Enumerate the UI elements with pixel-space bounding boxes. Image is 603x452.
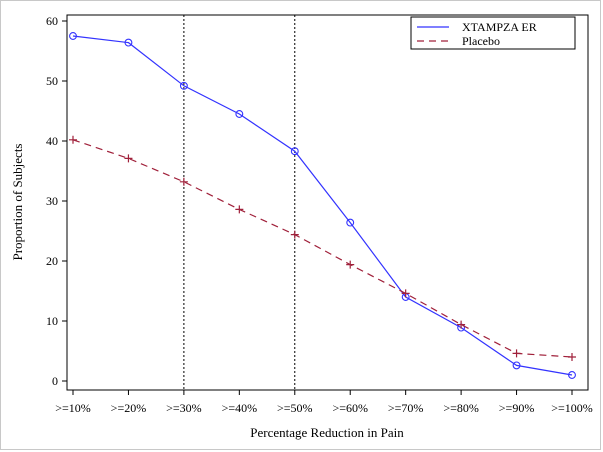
data-point-plus bbox=[179, 177, 188, 186]
y-tick-label: 50 bbox=[46, 74, 58, 88]
x-tick-label: >=90% bbox=[499, 401, 535, 415]
x-tick-label: >=80% bbox=[443, 401, 479, 415]
x-tick-label: >=50% bbox=[277, 401, 313, 415]
data-point-plus bbox=[512, 349, 521, 358]
legend-box bbox=[410, 16, 576, 50]
data-point-circle bbox=[568, 371, 576, 379]
y-tick-label: 20 bbox=[46, 254, 58, 268]
data-point-plus bbox=[290, 230, 299, 239]
series-line-1 bbox=[72, 35, 573, 376]
x-tick-label: >=10% bbox=[55, 401, 91, 415]
data-point-circle bbox=[179, 81, 188, 90]
y-axis: 0 10 20 30 40 50 60 bbox=[46, 14, 67, 388]
legend-label-1: XTAMPZA ER bbox=[462, 20, 537, 34]
data-point-plus bbox=[457, 320, 466, 329]
data-point-plus bbox=[69, 135, 77, 144]
data-point-plus bbox=[124, 154, 133, 163]
y-tick-label: 40 bbox=[46, 134, 58, 148]
y-tick-label: 30 bbox=[46, 194, 58, 208]
y-tick-label: 10 bbox=[46, 314, 58, 328]
x-tick-label: >=100% bbox=[551, 401, 593, 415]
series-line-2 bbox=[72, 139, 573, 358]
series-group bbox=[69, 32, 576, 379]
x-tick-label: >=70% bbox=[388, 401, 424, 415]
x-tick-label: >=40% bbox=[222, 401, 258, 415]
x-axis-title: Percentage Reduction in Pain bbox=[250, 425, 404, 440]
y-axis-title: Proportion of Subjects bbox=[10, 144, 25, 261]
data-point-circle bbox=[346, 218, 355, 227]
data-point-plus bbox=[401, 289, 410, 298]
data-point-plus bbox=[346, 260, 355, 269]
data-point-circle bbox=[290, 147, 299, 156]
data-point-plus bbox=[235, 205, 244, 214]
data-point-circle bbox=[124, 38, 133, 47]
legend-label-2: Placebo bbox=[462, 34, 500, 48]
x-axis: >=10% >=20% >=30% >=40% >=50% >=60% >=70% >=80%… bbox=[55, 390, 593, 415]
x-tick-label: >=20% bbox=[111, 401, 147, 415]
data-point-circle bbox=[69, 32, 77, 40]
reference-lines bbox=[183, 15, 296, 390]
y-tick-label: 60 bbox=[46, 14, 58, 28]
data-point-plus bbox=[568, 353, 576, 361]
data-point-circle bbox=[235, 110, 244, 118]
x-tick-label: >=30% bbox=[166, 401, 202, 415]
x-tick-label: >=60% bbox=[332, 401, 368, 415]
data-point-circle bbox=[512, 361, 521, 370]
y-tick-label: 0 bbox=[52, 374, 58, 388]
plot-area bbox=[66, 14, 589, 391]
